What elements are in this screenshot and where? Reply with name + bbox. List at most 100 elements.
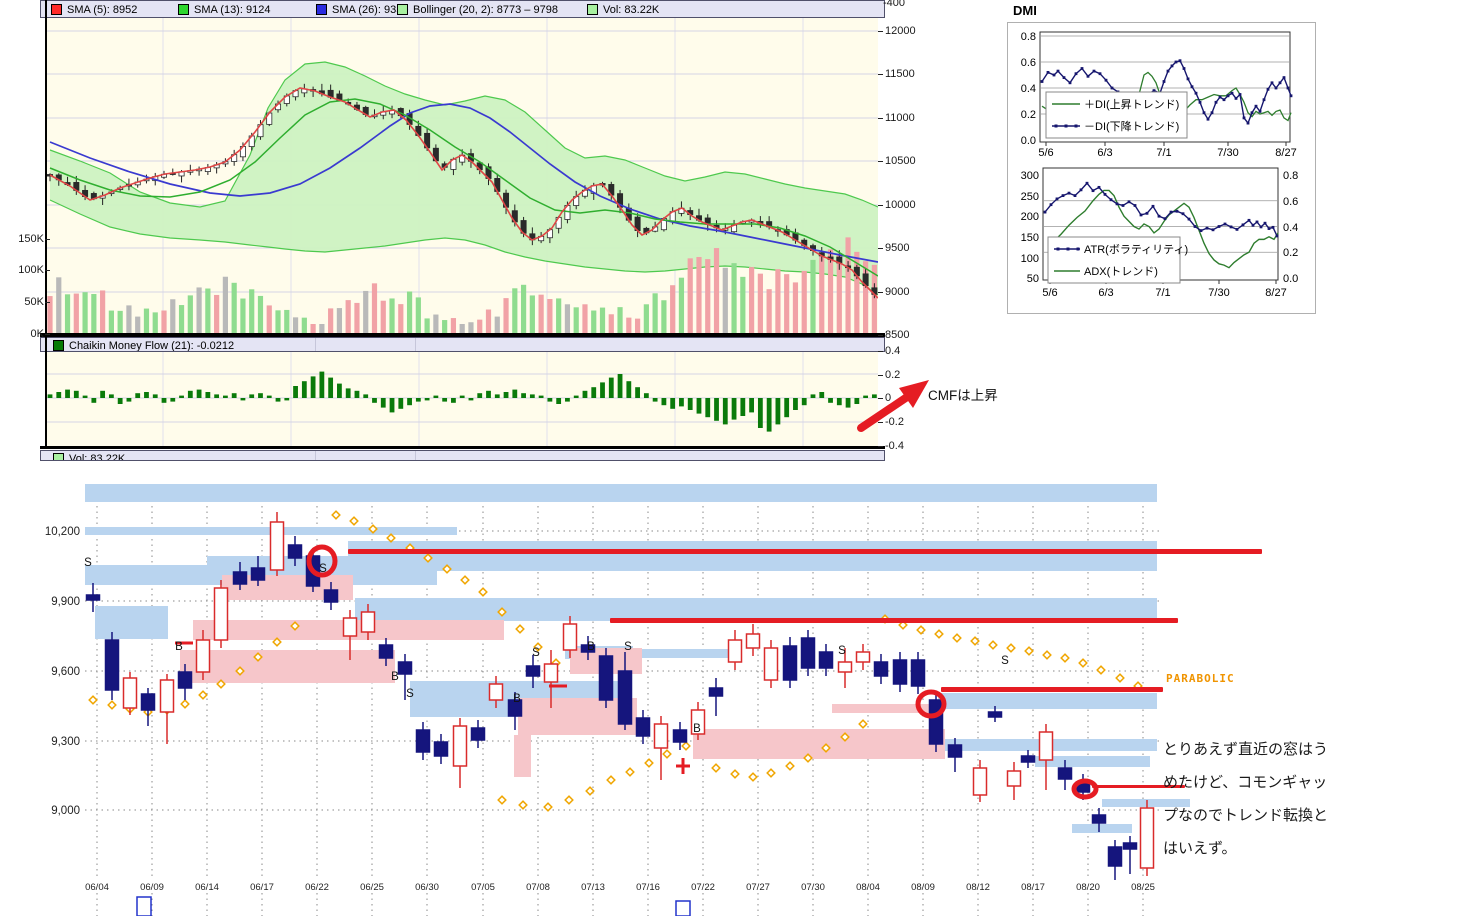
resistance-line [1092, 785, 1185, 788]
parabolic-sar-dot [625, 767, 635, 777]
legend-item[interactable]: SMA (26): 9350 [316, 3, 408, 16]
signal-B: B [513, 693, 521, 705]
left-axis-line [45, 0, 47, 449]
candle [85, 594, 101, 601]
note-line: はいえず。 [1163, 840, 1237, 857]
candle [250, 567, 266, 581]
price-label: 9,900 [51, 596, 80, 608]
parabolic-sar-dot [1115, 673, 1125, 683]
legend-swatch[interactable] [316, 4, 327, 15]
parabolic-sar-dot [272, 637, 282, 647]
signal-B: B [391, 671, 399, 683]
partial-candle-box [136, 896, 152, 916]
gap-band-blue [85, 484, 1157, 502]
legend-swatch[interactable] [178, 4, 189, 15]
parabolic-sar-dot [515, 624, 525, 634]
axis-label: 10000 [885, 199, 916, 211]
parabolic-sar-dot [840, 732, 850, 742]
candle [378, 644, 394, 659]
parabolic-sar-dot [952, 633, 962, 643]
candle [947, 744, 963, 758]
legend-item[interactable]: SMA (5): 8952 [51, 3, 137, 16]
indicator-legend-bar: SMA (5): 8952 SMA (13): 9124 SMA (26): 935… [40, 0, 885, 18]
dmi-line-chart: 0.8 0.6 0.4 0.2 0.05/6 6/3 7/1 7/30 8/27 ＋DI(上昇トレ… [1021, 31, 1297, 159]
highlight-circle [915, 689, 947, 719]
svg-text:0.0: 0.0 [1021, 135, 1036, 147]
parabolic-sar-dot [386, 533, 396, 543]
candle [987, 711, 1003, 718]
gap-band-blue [1072, 824, 1132, 833]
legend-item[interactable]: Vol: 83.22K [587, 3, 659, 16]
cmf-annotation-text: CMFは上昇 [928, 388, 998, 403]
axis-label: 100K [18, 264, 44, 276]
signal-B: B [587, 641, 595, 653]
gap-band-pink [832, 704, 940, 713]
svg-text:0.4: 0.4 [1021, 83, 1036, 95]
parabolic-sar-dot [253, 652, 263, 662]
gap-band-pink [514, 735, 531, 777]
axis-label: 50K [24, 296, 44, 308]
price-label: 9,300 [51, 736, 80, 748]
svg-text:5/6: 5/6 [1038, 147, 1053, 159]
parabolic-sar-dot [518, 800, 528, 810]
parabolic-sar-dot [1078, 658, 1088, 668]
legend-swatch[interactable] [587, 4, 598, 15]
svg-text:150: 150 [1021, 232, 1039, 244]
axis-label: 11500 [885, 68, 915, 80]
axis-label: 0 [885, 392, 892, 404]
legend-label: SMA (5): 8952 [67, 3, 138, 16]
parabolic-sar-dot [533, 642, 543, 652]
parabolic-sar-dot [460, 575, 470, 585]
parabolic-sar-dot [606, 775, 616, 785]
svg-text:0.6: 0.6 [1283, 196, 1298, 208]
svg-text:5/6: 5/6 [1042, 287, 1057, 299]
parabolic-sar-dot [821, 743, 831, 753]
vol-legend-label: Vol: 83.22K [69, 452, 126, 461]
parabolic-sar-dot [858, 719, 868, 729]
svg-text:0.8: 0.8 [1283, 170, 1298, 182]
date-label: 06/14 [195, 882, 219, 893]
svg-text:0.6: 0.6 [1021, 57, 1036, 69]
candle [763, 647, 779, 681]
candle [177, 671, 193, 689]
axis-label: 10500 [885, 155, 916, 167]
candle [672, 729, 688, 743]
parabolic-sar-dot [349, 516, 359, 526]
date-label: 08/09 [911, 882, 935, 893]
legend-item[interactable]: Bollinger (20, 2): 8773 – 9798 [397, 3, 558, 16]
parabolic-sar-dot [1096, 665, 1106, 675]
candle [1107, 846, 1123, 867]
axis-label: 8500 [885, 329, 910, 341]
signal-B: B [693, 723, 701, 735]
candle [892, 659, 908, 685]
axis-label: 11000 [885, 112, 915, 124]
cmf-legend-swatch[interactable] [53, 340, 64, 351]
legend-swatch[interactable] [397, 4, 408, 15]
candle [690, 709, 706, 735]
candle [452, 725, 468, 767]
axis-label: 9000 [885, 286, 910, 298]
note-line: プなのでトレンド転換と [1163, 807, 1329, 824]
parabolic-sar-dot [711, 763, 721, 773]
date-label: 07/30 [801, 882, 825, 893]
date-label: 08/04 [856, 882, 880, 893]
svg-text:ATR(ボラティリティ): ATR(ボラティリティ) [1084, 243, 1188, 256]
date-label: 08/25 [1131, 882, 1155, 893]
svg-text:300: 300 [1021, 170, 1039, 182]
candle [232, 571, 248, 585]
parabolic-sar-dot [497, 795, 507, 805]
legend-label: SMA (13): 9124 [194, 3, 271, 16]
legend-swatch[interactable] [51, 4, 62, 15]
volume-legend-bar-partial: Vol: 83.22K [40, 450, 885, 461]
legend-item[interactable]: SMA (13): 9124 [178, 3, 270, 16]
svg-text:50: 50 [1027, 273, 1039, 285]
vol-legend-swatch[interactable] [53, 453, 64, 460]
cmf-legend-label: Chaikin Money Flow (21): -0.0212 [69, 339, 235, 352]
chart-separator-2 [40, 446, 885, 449]
candle [1139, 807, 1155, 869]
parabolic-sar-dot [497, 607, 507, 617]
candle [433, 741, 449, 757]
date-label: 07/05 [471, 882, 495, 893]
signal-B: B [175, 641, 183, 653]
signal-S: S [406, 688, 414, 700]
